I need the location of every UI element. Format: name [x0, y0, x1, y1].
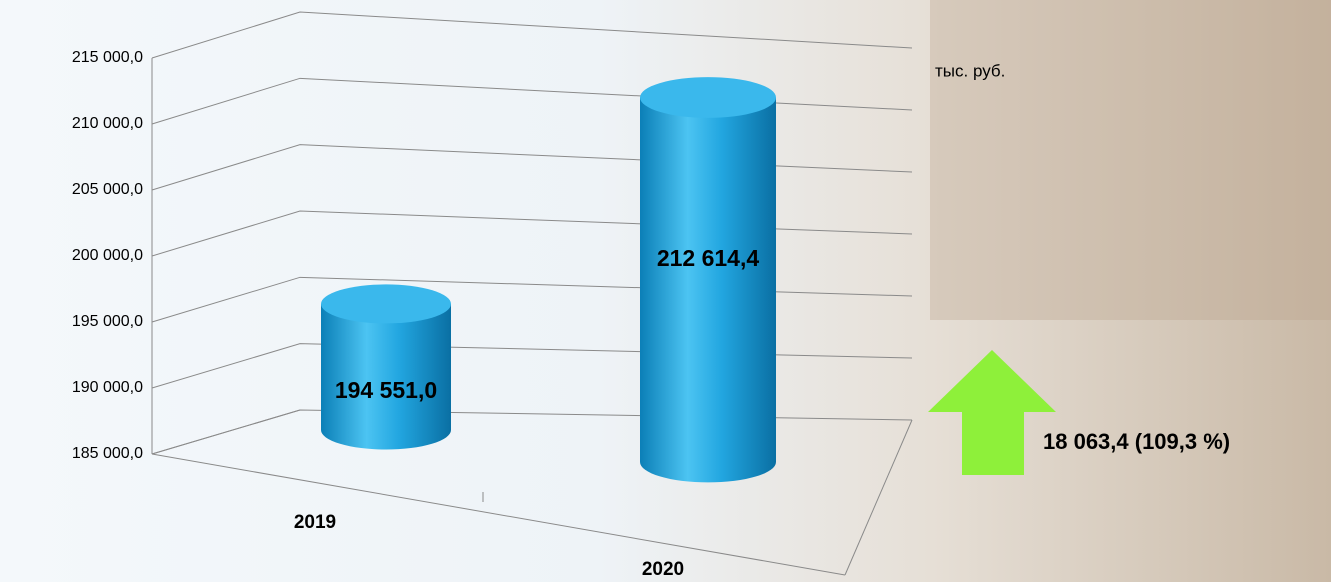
bar-top	[640, 77, 776, 118]
x-tick-label: 2019	[294, 512, 336, 533]
bar	[640, 97, 776, 483]
x-tick-label: 2020	[642, 559, 684, 580]
value-label: 194 551,0	[335, 377, 437, 403]
y-tick-label: 200 000,0	[72, 247, 143, 264]
unit-label: тыс. руб.	[935, 61, 1005, 80]
bar	[321, 303, 452, 450]
y-tick-label: 215 000,0	[72, 49, 143, 66]
bar-top	[321, 284, 451, 324]
value-label: 212 614,4	[657, 245, 760, 271]
cylinder	[640, 77, 776, 483]
grid-line	[151, 11, 913, 59]
floor-edge	[844, 419, 913, 576]
y-tick-label: 185 000,0	[72, 445, 143, 462]
y-tick-label: 205 000,0	[72, 181, 143, 198]
y-tick-label: 190 000,0	[72, 379, 143, 396]
annotation: 18 063,4 (109,3 %)	[1043, 429, 1230, 454]
cylinder	[321, 284, 452, 450]
background-photo	[930, 0, 1331, 320]
y-tick-label: 195 000,0	[72, 313, 143, 330]
up-arrow	[928, 350, 1056, 475]
y-tick-label: 210 000,0	[72, 115, 143, 132]
floor-edge	[151, 453, 846, 576]
